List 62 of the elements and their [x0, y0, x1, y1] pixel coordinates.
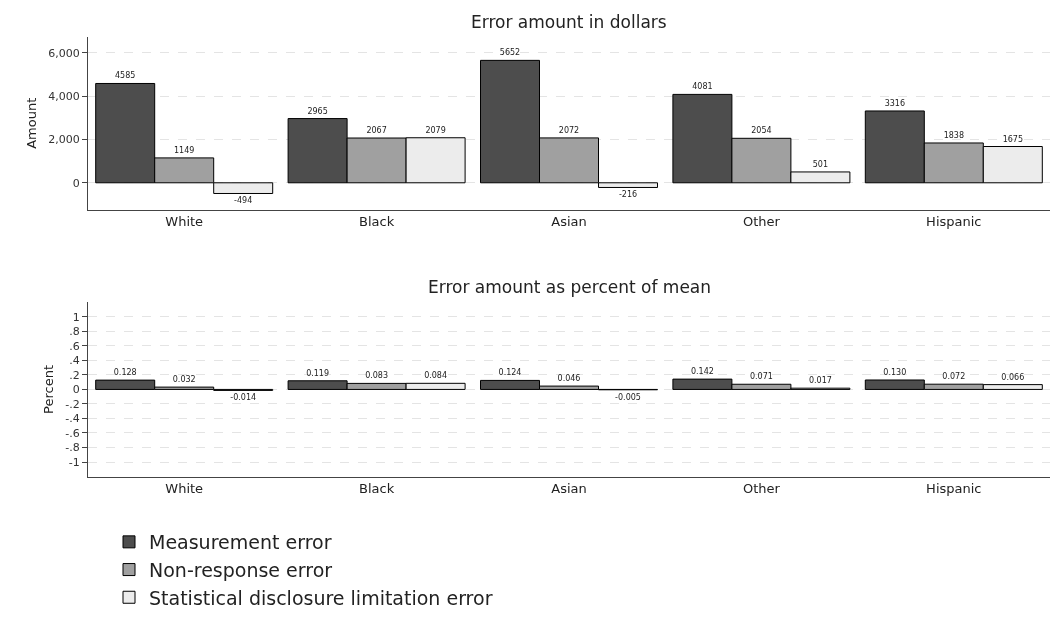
data-label: 1675: [1002, 134, 1023, 144]
data-label: 0.119: [306, 368, 330, 378]
x-tick-label: Other: [742, 481, 781, 497]
data-label: 0.046: [557, 374, 581, 384]
y-tick-label: .6: [69, 339, 80, 353]
data-label: 4081: [692, 82, 713, 92]
y-axis-title: Amount: [24, 97, 40, 149]
y-tick-label: -.6: [65, 426, 80, 440]
data-label: -0.005: [615, 392, 641, 402]
y-tick-label: 1: [72, 310, 80, 324]
data-label: 0.017: [808, 376, 832, 386]
data-label: 5652: [499, 48, 521, 58]
y-tick-label: -.2: [65, 397, 80, 411]
data-label: 2072: [558, 125, 580, 135]
y-tick-label: -.4: [65, 412, 80, 426]
y-tick-label: -1: [68, 455, 80, 469]
data-label: 2067: [366, 126, 387, 136]
data-label: -0.014: [230, 393, 257, 403]
data-label: 0.142: [690, 367, 714, 377]
data-label: 0.066: [1001, 372, 1025, 382]
data-label: 1149: [174, 145, 195, 155]
x-tick-label: White: [165, 481, 204, 497]
data-label: 2054: [751, 126, 772, 136]
y-tick-label: 0: [72, 383, 80, 397]
chart-title: Error amount in dollars: [471, 12, 667, 32]
data-label: -216: [618, 190, 638, 200]
data-label: 0.128: [113, 368, 137, 378]
y-tick-label: 4,000: [48, 90, 80, 103]
x-tick-label: Hispanic: [926, 214, 982, 230]
y-tick-label: -.8: [65, 441, 80, 455]
y-tick-label: 2,000: [48, 133, 80, 147]
x-tick-label: White: [165, 214, 204, 230]
y-tick-label: .2: [69, 368, 80, 382]
data-label: 501: [812, 159, 829, 169]
chart-title: Error amount as percent of mean: [428, 277, 712, 297]
legend-label: Measurement error: [149, 531, 332, 554]
x-tick-label: Other: [742, 214, 781, 230]
y-axis-title: Percent: [41, 364, 57, 414]
x-tick-label: Black: [359, 214, 395, 230]
x-tick-label: Black: [359, 481, 395, 497]
data-label: 0.072: [942, 372, 966, 382]
y-tick-label: .4: [69, 354, 80, 368]
data-label: 0.083: [365, 371, 389, 381]
data-label: 2079: [425, 125, 446, 135]
data-label: 0.032: [172, 375, 196, 385]
legend-label: Non-response error: [149, 558, 333, 581]
data-label: 0.084: [424, 371, 448, 381]
y-tick-label: .8: [69, 325, 80, 339]
legend-label: Statistical disclosure limitation error: [149, 586, 493, 609]
data-label: 4585: [115, 71, 136, 81]
y-tick-label: 0: [72, 176, 80, 190]
x-tick-label: Hispanic: [926, 481, 982, 497]
data-label: 1838: [943, 130, 964, 140]
data-label: -494: [234, 196, 253, 206]
x-tick-label: Asian: [551, 481, 587, 497]
data-label: 0.071: [749, 372, 773, 382]
data-label: 0.124: [498, 368, 522, 378]
data-label: 0.130: [883, 367, 907, 377]
data-label: 2965: [307, 106, 328, 116]
x-tick-label: Asian: [551, 214, 587, 230]
y-tick-label: 6,000: [48, 46, 80, 60]
data-label: 3316: [884, 98, 905, 108]
